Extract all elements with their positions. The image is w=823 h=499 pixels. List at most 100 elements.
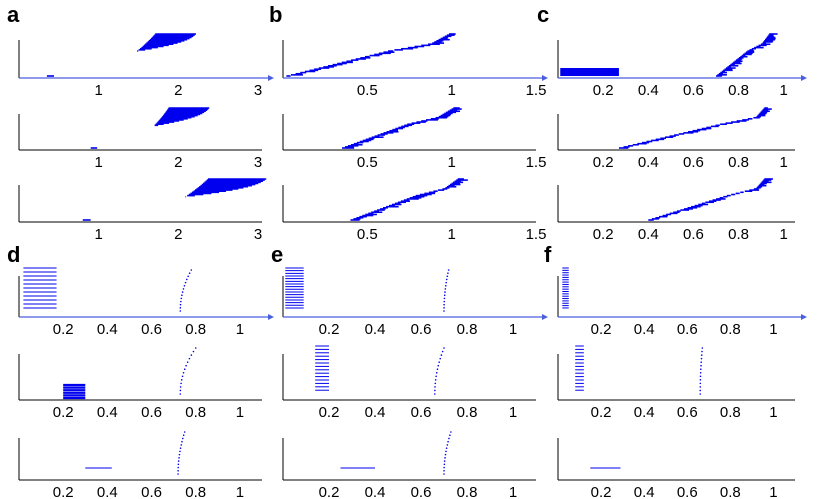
tick-label: 0.2 [53,484,74,499]
tick-label: 0.4 [365,484,386,499]
tick-label: 1.5 [526,82,547,99]
tick-label: 0.4 [97,484,118,499]
tick-label: 0.8 [457,321,478,338]
data-point [443,347,445,349]
tick-label: 0.4 [638,82,659,99]
tick-label: 0.2 [319,404,340,421]
arrow-head [268,314,274,320]
data-point [436,368,439,371]
tick-label: 3 [254,154,262,171]
data-point [443,307,445,309]
tick-label: 0.4 [634,404,655,421]
tick-label: 1 [509,321,517,338]
data-point [181,294,183,297]
data-point [448,437,450,440]
tick-label: 0.2 [591,404,612,421]
data-point [181,375,184,378]
tick-label: 1.5 [526,226,547,243]
data-point [179,303,182,306]
data-point [177,469,179,472]
data-point [443,466,445,469]
data-point [445,447,448,449]
data-point [190,354,193,356]
data-point [194,347,197,349]
tick-label: 1 [509,484,517,499]
data-point [450,431,452,433]
data-point [699,371,702,374]
tick-label: 0.6 [411,484,432,499]
data-point [182,371,185,374]
data-point [183,284,186,287]
data-point [434,393,436,395]
data-point [180,379,183,381]
data-point [447,269,450,271]
data-point [190,269,193,271]
data-point [180,382,182,385]
tick-label: 1 [95,226,103,243]
tick-label: 2 [174,154,182,171]
tick-label: 2 [174,82,182,99]
tick-label: 1 [509,404,517,421]
tick-label: 0.4 [638,154,659,171]
tick-label: 0.8 [185,321,206,338]
panel-letter-f: f [544,242,552,267]
data-point [443,297,446,300]
data-point [434,386,436,388]
tick-label: 0.8 [457,484,478,499]
data-point [181,440,183,443]
data-point [440,354,443,356]
tick-label: 0.2 [593,154,614,171]
tick-label: 3 [254,82,262,99]
data-point [699,393,701,395]
data-point [179,447,182,449]
data-point [179,450,181,453]
tick-label: 0.6 [411,404,432,421]
data-point [447,272,449,274]
tick-label: 1 [447,226,455,243]
tick-label: 1 [447,82,455,99]
tick-label: 1.5 [526,154,547,171]
tick-label: 0.8 [720,404,741,421]
tick-label: 0.2 [53,321,74,338]
tick-label: 1 [236,404,244,421]
tick-label: 1 [780,226,788,243]
data-point [699,375,702,378]
tick-label: 0.4 [97,321,118,338]
tick-label: 0.2 [319,484,340,499]
arrow-head [268,75,274,81]
arrow-head [801,314,807,320]
arrow-head [801,75,807,81]
data-point [182,434,185,437]
tick-label: 3 [254,226,262,243]
tick-label: 0.6 [411,321,432,338]
tick-label: 0.5 [357,154,378,171]
data-point [444,288,447,290]
tick-label: 0.2 [593,82,614,99]
data-point [181,437,184,440]
data-point [445,450,447,453]
data-point [179,389,182,392]
tick-label: 0.4 [97,404,118,421]
tick-label: 1 [769,404,777,421]
panel-letter-e: e [271,242,283,267]
data-point [444,291,446,293]
data-point [183,368,186,371]
panel-letter-d: d [7,242,20,267]
data-point [188,272,191,274]
data-point [188,357,191,360]
data-point [443,294,446,297]
data-point [182,288,185,290]
data-point [445,281,448,284]
data-point [177,460,180,462]
data-point [437,364,440,367]
data-point [444,457,446,459]
data-point [699,379,702,381]
data-point [700,357,703,360]
data-point [185,278,188,281]
panel-letter-a: a [7,2,20,27]
data-point [701,347,704,349]
data-point [443,303,445,306]
tick-label: 1 [95,82,103,99]
data-point [443,469,445,472]
data-point [181,291,184,293]
